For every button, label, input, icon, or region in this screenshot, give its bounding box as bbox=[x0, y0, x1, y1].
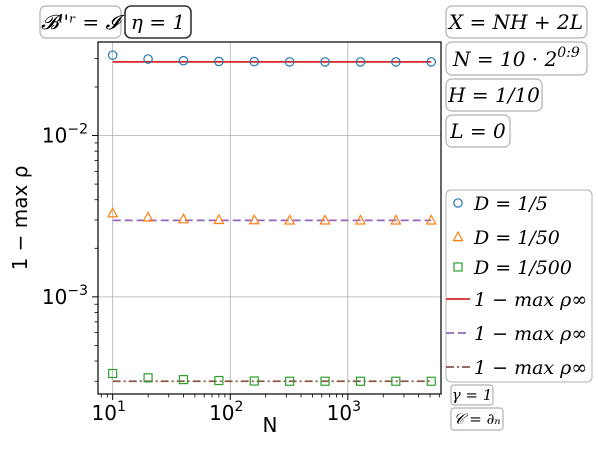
svg-text:γ = 1: γ = 1 bbox=[452, 386, 493, 404]
data-point-square bbox=[285, 376, 295, 386]
svg-text:L = 0: L = 0 bbox=[449, 119, 506, 143]
x-tick-label: 101 bbox=[92, 399, 126, 425]
data-point-square bbox=[108, 368, 118, 379]
eta-annotation: η = 1 bbox=[124, 5, 192, 39]
data-point-triangle bbox=[107, 206, 119, 218]
x-tick-label: 102 bbox=[209, 399, 243, 425]
legend-label: 1 − max ρ∞ bbox=[474, 323, 587, 345]
data-point-square bbox=[426, 376, 436, 386]
data-point-triangle bbox=[390, 214, 402, 225]
legend: D = 1/5 D = 1/50 D = 1/500 1 − max ρ∞ 1 − ma… bbox=[445, 189, 593, 383]
data-point-circle bbox=[284, 57, 295, 67]
data-point-square bbox=[355, 376, 366, 386]
n-def-base: N = 10 · 2 bbox=[452, 47, 557, 71]
c-definition-annotation: 𝒞 = ∂ₙ bbox=[450, 407, 504, 431]
data-point-triangle bbox=[284, 214, 296, 225]
y-tick-label: 10−2 bbox=[42, 122, 88, 148]
legend-marker-circle bbox=[453, 198, 463, 208]
legend-marker-square bbox=[453, 262, 463, 272]
data-point-circle bbox=[391, 57, 401, 67]
svg-text:H = 1/10: H = 1/10 bbox=[447, 83, 540, 107]
data-point-square bbox=[143, 373, 153, 383]
data-point-triangle bbox=[354, 214, 367, 225]
data-point-triangle bbox=[213, 213, 225, 225]
n-def-exp: 0:9 bbox=[557, 45, 580, 61]
data-point-circle bbox=[107, 50, 118, 60]
gamma-annotation: γ = 1 bbox=[450, 384, 494, 406]
data-point-circle bbox=[143, 54, 153, 64]
x-axis-label: N bbox=[263, 413, 278, 437]
data-point-square bbox=[249, 376, 259, 386]
legend-label: D = 1/500 bbox=[473, 257, 572, 279]
data-point-triangle bbox=[319, 214, 331, 225]
boundary-annotation: 𝓑ˡ'ʳ = 𝓘 bbox=[39, 5, 125, 39]
data-point-triangle bbox=[177, 212, 190, 224]
legend-label: 1 − max ρ∞ bbox=[474, 357, 587, 379]
data-point-square bbox=[214, 375, 224, 386]
y-tick-label: 10−3 bbox=[42, 283, 88, 309]
data-point-square bbox=[178, 375, 189, 385]
svg-text:η = 1: η = 1 bbox=[131, 10, 185, 34]
data-point-triangle bbox=[142, 211, 154, 222]
data-point-circle bbox=[355, 57, 366, 67]
n-definition-annotation: N = 10 · 20:9 bbox=[445, 41, 588, 76]
data-point-circle bbox=[320, 57, 330, 67]
legend-label: D = 1/5 bbox=[473, 193, 548, 215]
data-point-square bbox=[320, 376, 330, 386]
svg-text:𝓑ˡ'ʳ = 𝓘: 𝓑ˡ'ʳ = 𝓘 bbox=[41, 10, 125, 34]
legend-label: 1 − max ρ∞ bbox=[474, 289, 587, 311]
data-point-triangle bbox=[425, 214, 437, 225]
svg-text:N = 10 · 20:9: N = 10 · 20:9 bbox=[452, 45, 580, 71]
data-point-circle bbox=[178, 55, 189, 66]
grid bbox=[98, 42, 441, 394]
data-point-square bbox=[391, 376, 401, 386]
data-point-triangle bbox=[248, 213, 260, 225]
svg-text:X = NH + 2L: X = NH + 2L bbox=[447, 10, 583, 34]
y-axis-label: 1 − max ρ bbox=[8, 166, 32, 271]
data-point-circle bbox=[249, 56, 260, 67]
data-point-circle bbox=[426, 57, 437, 67]
data-markers bbox=[107, 50, 437, 386]
svg-text:𝒞 = ∂ₙ: 𝒞 = ∂ₙ bbox=[454, 410, 501, 428]
data-point-circle bbox=[214, 56, 224, 67]
legend-frame bbox=[445, 189, 593, 383]
reference-lines bbox=[112, 61, 432, 383]
legend-marker-triangle bbox=[452, 230, 464, 242]
axes-frame bbox=[97, 41, 442, 395]
ticks: 101 102 103 10−2 10−3 bbox=[42, 58, 440, 425]
x-definition-annotation: X = NH + 2L bbox=[445, 5, 588, 39]
legend-label: D = 1/50 bbox=[473, 227, 560, 249]
h-definition-annotation: H = 1/10 bbox=[445, 78, 543, 112]
x-tick-label: 103 bbox=[327, 399, 361, 425]
l-definition-annotation: L = 0 bbox=[445, 114, 511, 148]
